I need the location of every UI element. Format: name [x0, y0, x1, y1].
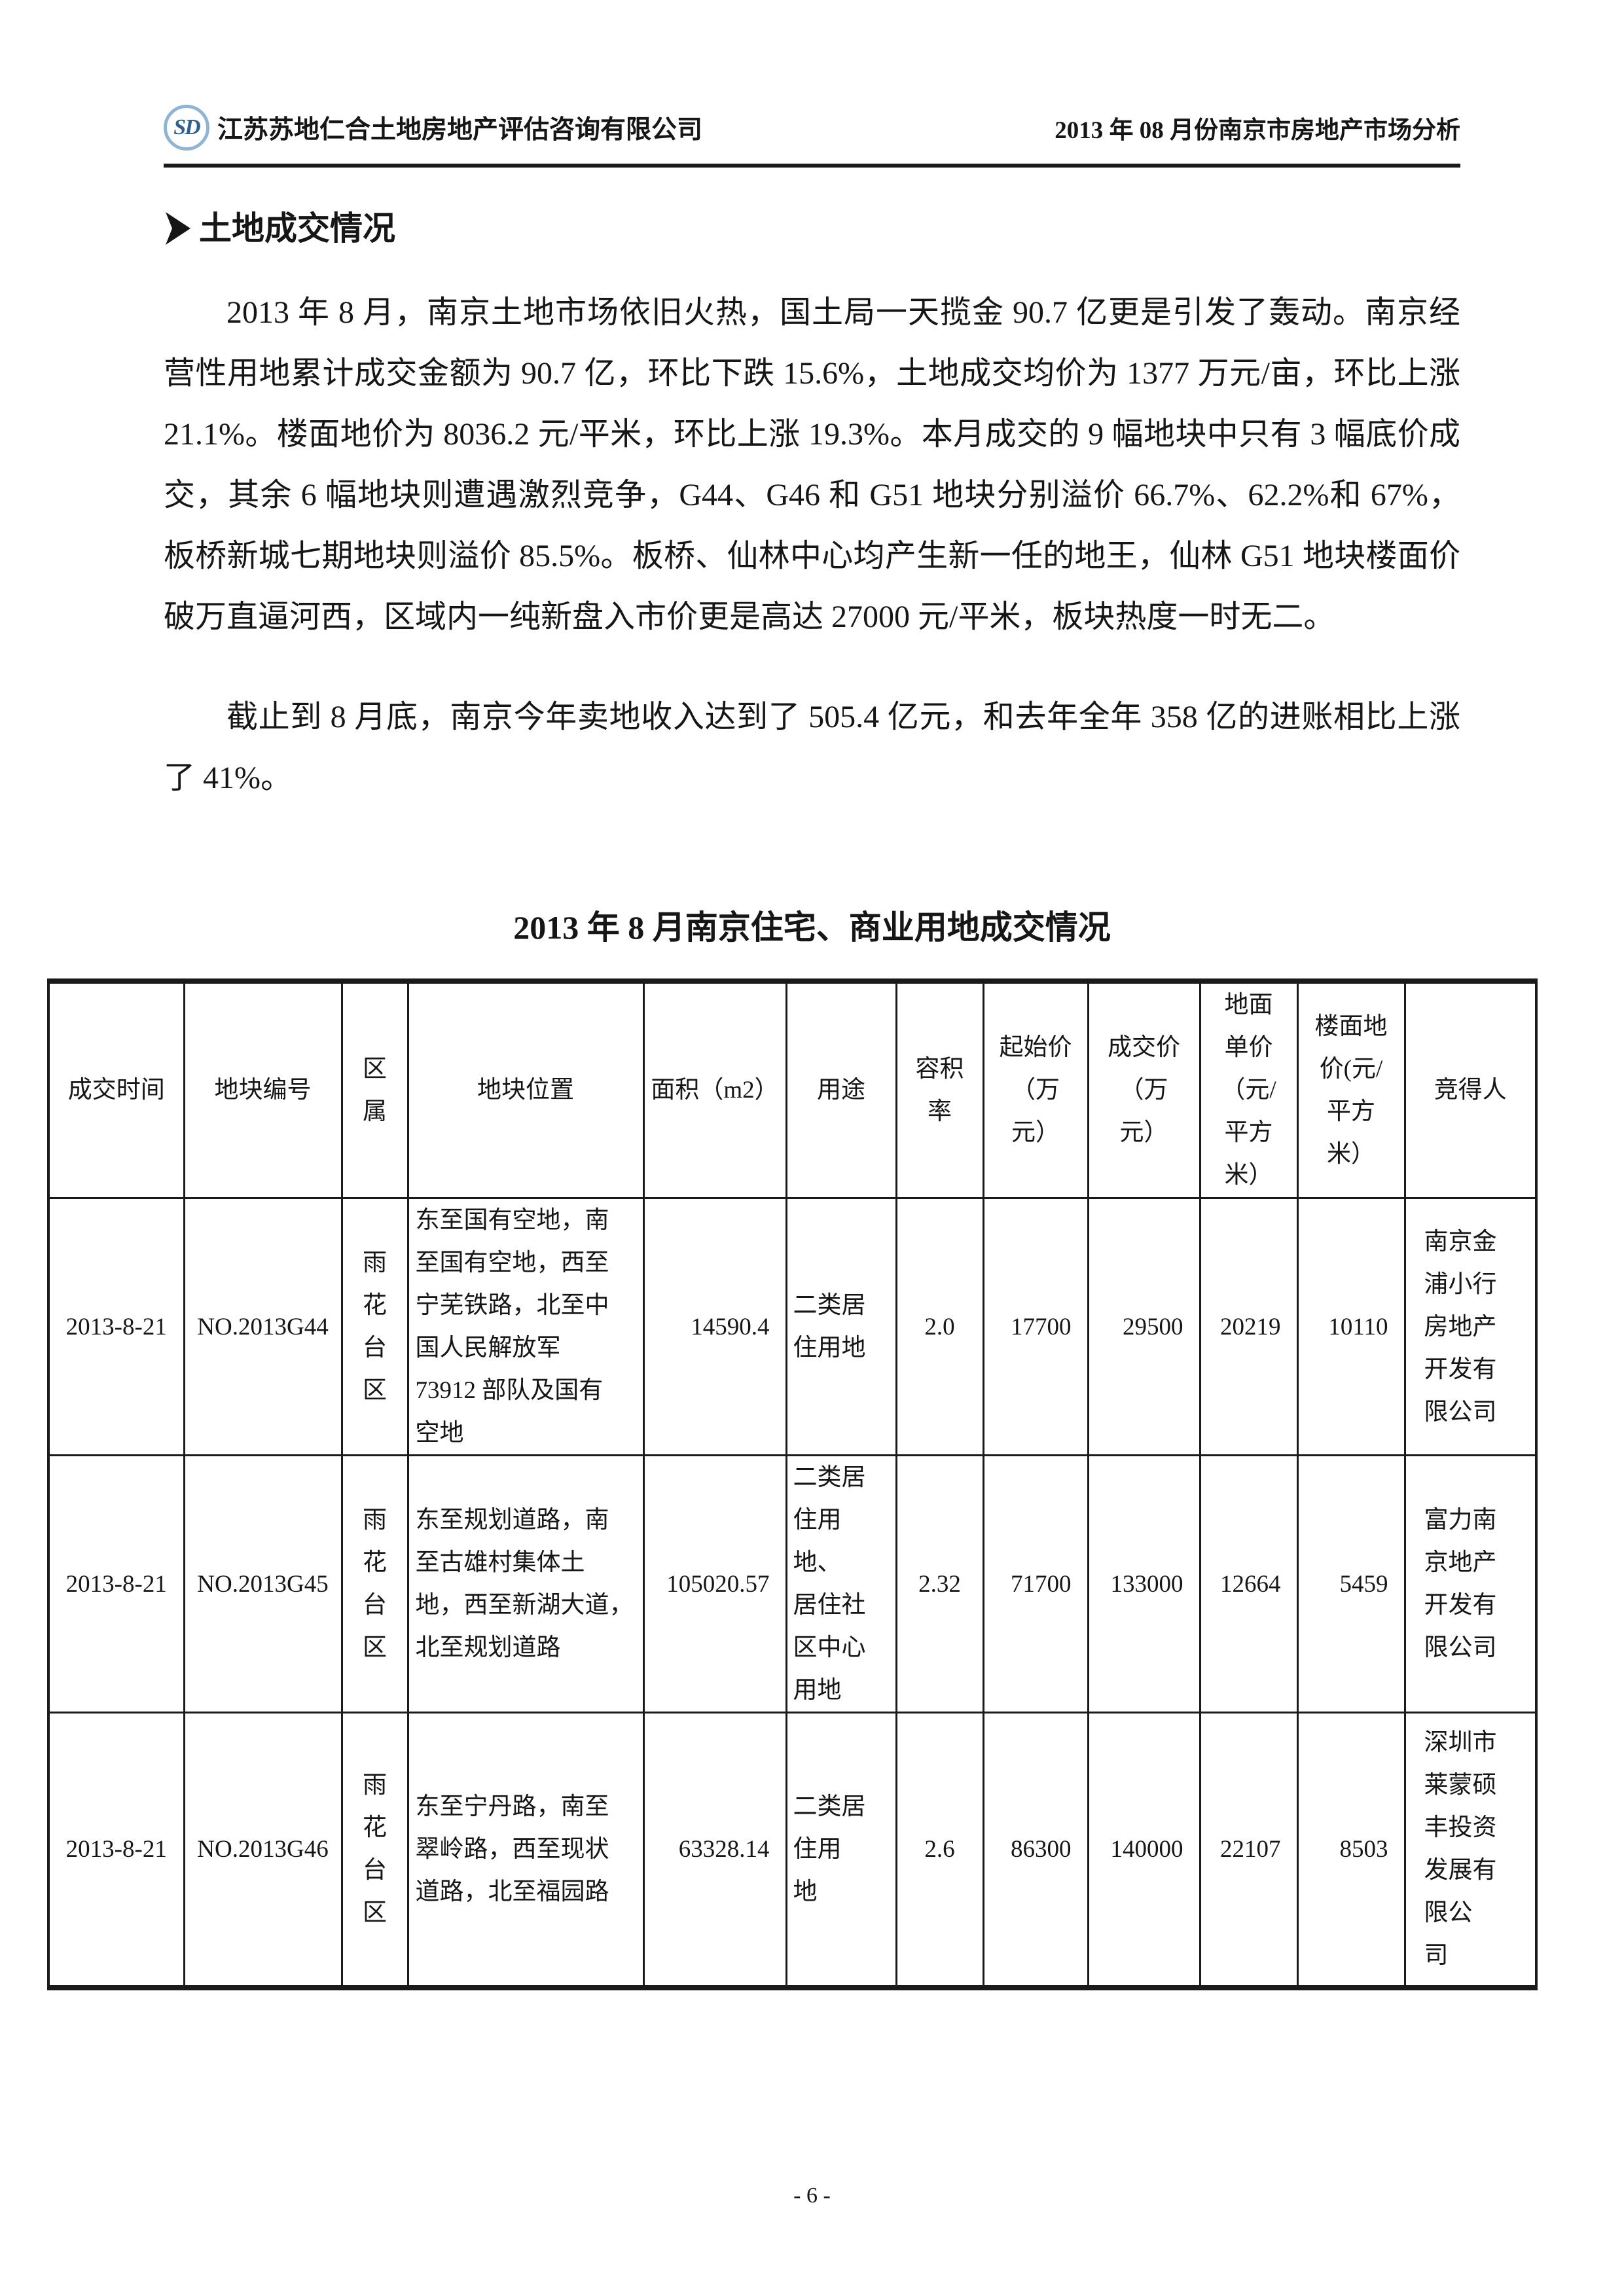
section-heading-text: 土地成交情况 — [199, 210, 395, 247]
section-heading: 土地成交情况 — [164, 208, 1460, 249]
cell-far: 2.0 — [895, 1197, 984, 1456]
cell-winner: 南京金 浦小行 房地产 开发有 限公司 — [1403, 1197, 1538, 1456]
cell-district: 雨 花 台 区 — [340, 1712, 409, 1988]
table-row: 2013-8-21 NO.2013G45 雨 花 台 区 东至规划道路，南 至古… — [47, 1454, 1538, 1713]
report-title: 2013 年 08 月份南京市房地产市场分析 — [1055, 117, 1460, 144]
cell-plot-no: NO.2013G46 — [183, 1712, 343, 1988]
paragraph-2: 截止到 8 月底，南京今年卖地收入达到了 505.4 亿元，和去年全年 358 … — [164, 699, 1460, 795]
col-header-date: 成交时间 — [47, 980, 185, 1199]
cell-far: 2.6 — [895, 1712, 984, 1988]
cell-winner: 富力南 京地产 开发有 限公司 — [1403, 1454, 1538, 1713]
col-header-ground-unit-price: 地面 单价 （元/ 平方 米） — [1199, 980, 1299, 1199]
cell-location: 东至宁丹路，南至 翠岭路，西至现状 道路，北至福园路 — [406, 1712, 645, 1988]
col-header-far: 容积 率 — [895, 980, 984, 1199]
paragraph-1: 2013 年 8 月，南京土地市场依旧火热，国土局一天揽金 90.7 亿更是引发… — [164, 295, 1460, 634]
page-number: - 6 - — [793, 2183, 831, 2208]
col-header-plot-no: 地块编号 — [183, 980, 343, 1199]
company-logo-icon: SD — [164, 105, 209, 151]
cell-start-price: 71700 — [982, 1454, 1089, 1713]
col-header-winner: 竞得人 — [1403, 980, 1538, 1199]
header-company-block: SD 江苏苏地仁合土地房地产评估咨询有限公司 — [164, 105, 702, 151]
logo-text: SD — [173, 115, 200, 139]
col-header-area: 面积（m2） — [642, 980, 787, 1199]
col-header-deal-price: 成交价 （万 元） — [1087, 980, 1201, 1199]
cell-deal-price: 140000 — [1087, 1712, 1201, 1988]
cell-use: 二类居 住用地、 居住社 区中心 用地 — [785, 1454, 897, 1713]
col-header-location: 地块位置 — [406, 980, 645, 1199]
cell-deal-price: 133000 — [1087, 1454, 1201, 1713]
table-header-row: 成交时间 地块编号 区 属 地块位置 面积（m2） 用途 容积 率 起始价 （万… — [47, 980, 1538, 1199]
page-content: 土地成交情况 2013 年 8 月，南京土地市场依旧火热，国土局一天揽金 90.… — [47, 208, 1538, 1990]
cell-plot-no: NO.2013G44 — [183, 1197, 343, 1456]
cell-ground-unit-price: 20219 — [1199, 1197, 1299, 1456]
cell-floor-price: 8503 — [1296, 1712, 1406, 1988]
page-header: SD 江苏苏地仁合土地房地产评估咨询有限公司 2013 年 08 月份南京市房地… — [164, 105, 1460, 168]
cell-winner: 深圳市 莱蒙硕 丰投资 发展有 限公 司 — [1403, 1712, 1538, 1988]
cell-ground-unit-price: 22107 — [1199, 1712, 1299, 1988]
cell-district: 雨 花 台 区 — [340, 1454, 409, 1713]
cell-use: 二类居 住用地 — [785, 1197, 897, 1456]
cell-location: 东至规划道路，南 至古雄村集体土 地，西至新湖大道， 北至规划道路 — [406, 1454, 645, 1713]
arrow-bullet-icon — [166, 212, 190, 245]
table-row: 2013-8-21 NO.2013G46 雨 花 台 区 东至宁丹路，南至 翠岭… — [47, 1712, 1538, 1988]
col-header-use: 用途 — [785, 980, 897, 1199]
cell-use: 二类居 住用 地 — [785, 1712, 897, 1988]
cell-area: 105020.57 — [642, 1454, 787, 1713]
cell-ground-unit-price: 12664 — [1199, 1454, 1299, 1713]
cell-area: 14590.4 — [642, 1197, 787, 1456]
cell-floor-price: 10110 — [1296, 1197, 1406, 1456]
cell-date: 2013-8-21 — [47, 1197, 185, 1456]
col-header-district: 区 属 — [340, 980, 409, 1199]
cell-deal-price: 29500 — [1087, 1197, 1201, 1456]
land-deal-table: 成交时间 地块编号 区 属 地块位置 面积（m2） 用途 容积 率 起始价 （万… — [47, 978, 1538, 1990]
table-title: 2013 年 8 月南京住宅、商业用地成交情况 — [513, 908, 1111, 946]
cell-far: 2.32 — [895, 1454, 984, 1713]
cell-start-price: 86300 — [982, 1712, 1089, 1988]
cell-location: 东至国有空地，南 至国有空地，西至 宁芜铁路，北至中 国人民解放军 73912 … — [406, 1197, 645, 1456]
cell-start-price: 17700 — [982, 1197, 1089, 1456]
cell-date: 2013-8-21 — [47, 1712, 185, 1988]
col-header-floor-price: 楼面地 价(元/ 平方 米） — [1296, 980, 1406, 1199]
cell-area: 63328.14 — [642, 1712, 787, 1988]
company-name: 江苏苏地仁合土地房地产评估咨询有限公司 — [217, 116, 703, 144]
cell-floor-price: 5459 — [1296, 1454, 1406, 1713]
table-row: 2013-8-21 NO.2013G44 雨 花 台 区 东至国有空地，南 至国… — [47, 1197, 1538, 1456]
cell-plot-no: NO.2013G45 — [183, 1454, 343, 1713]
cell-date: 2013-8-21 — [47, 1454, 185, 1713]
col-header-start-price: 起始价 （万 元） — [982, 980, 1089, 1199]
cell-district: 雨 花 台 区 — [340, 1197, 409, 1456]
